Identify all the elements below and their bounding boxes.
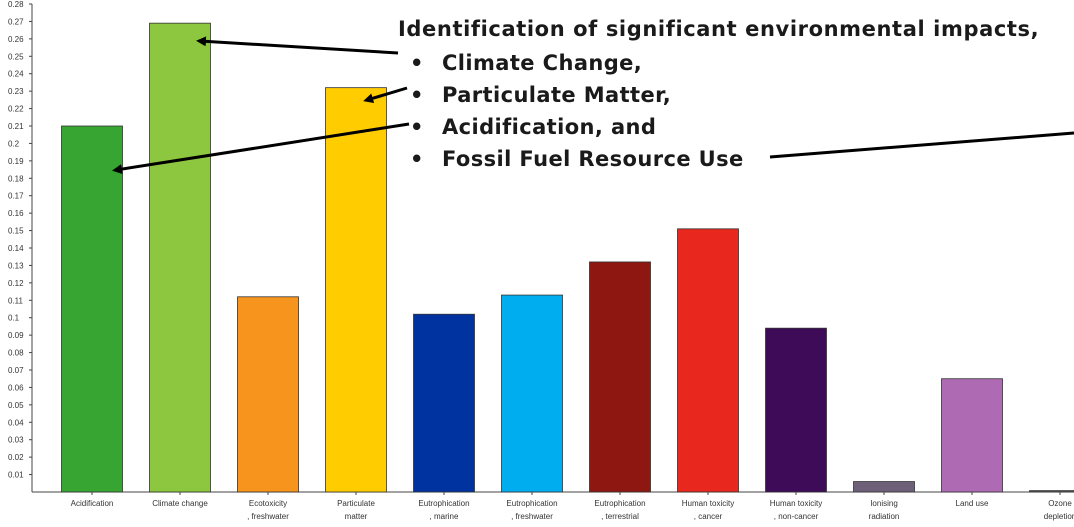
y-tick-label: 0.18 [8,174,24,183]
y-tick-label: 0.26 [8,35,24,44]
annotation-callout: Identification of significant environmen… [112,17,1074,175]
arrow-climate-change [196,36,399,55]
y-tick-label: 0.21 [8,122,24,131]
x-category-label: Acidification [71,499,114,508]
y-tick-label: 0.2 [8,139,20,148]
x-category-label: Ecotoxicity [249,499,287,508]
bar [853,481,915,493]
y-tick-label: 0.22 [8,105,24,114]
annotation-bullet: • [410,115,424,139]
y-tick-label: 0.06 [8,383,24,392]
x-category-label: matter [345,512,368,521]
x-category-label: Human toxicity [682,499,734,508]
arrow-acidification [112,122,410,175]
x-category-label: , marine [430,512,459,521]
y-tick-label: 0.11 [8,296,24,305]
bar [237,296,299,493]
x-category-label: Eutrophication [506,499,557,508]
x-category-label: , terrestrial [601,512,639,521]
y-tick-label: 0.24 [8,70,24,79]
y-tick-label: 0.23 [8,87,24,96]
bar [413,313,475,493]
annotation-bullet: • [410,51,424,75]
y-tick-label: 0.13 [8,261,24,270]
y-tick-label: 0.07 [8,366,24,375]
x-category-label: , non-cancer [774,512,819,521]
annotation-item-particulate-matter: Particulate Matter, [442,83,671,107]
y-tick-label: 0.03 [8,436,24,445]
x-category-label: Ozone [1048,499,1072,508]
annotation-item-acidification: Acidification, and [442,115,656,139]
y-tick-label: 0.05 [8,401,24,410]
x-category-label: Climate change [152,499,208,508]
y-tick-label: 0.27 [8,17,24,26]
x-category-label: Land use [956,499,989,508]
y-tick-label: 0.02 [8,453,24,462]
y-tick-label: 0.01 [8,471,24,480]
bar [501,294,563,493]
bar [765,327,827,493]
annotation-bullet: • [410,147,424,171]
y-tick-label: 0.08 [8,349,24,358]
annotation-item-fossil-fuel: Fossil Fuel Resource Use [442,147,744,171]
x-category-label: Particulate [337,499,375,508]
line-fossil-fuel [769,131,1074,159]
bar [61,125,123,493]
y-tick-label: 0.28 [8,0,24,9]
y-axis-ticks: 0.01 0.02 0.03 0.04 0.05 0.06 0.07 0.08 0.09 0.1 0… [8,0,32,480]
y-tick-label: 0.19 [8,157,24,166]
bar [149,22,211,493]
y-tick-label: 0.1 [8,314,20,323]
arrow-particulate-matter [363,86,408,104]
x-axis-labels: Acidification Climate change Ecotoxicity , … [71,492,1074,521]
y-tick-label: 0.14 [8,244,24,253]
annotation-bullet: • [410,83,424,107]
x-category-label: Eutrophication [594,499,645,508]
x-category-label: depletion [1044,512,1074,521]
bar [589,261,651,493]
bar-series [61,22,1074,493]
y-tick-label: 0.04 [8,418,24,427]
annotation-item-climate-change: Climate Change, [442,51,642,75]
bar [1029,490,1074,493]
y-tick-label: 0.17 [8,192,24,201]
x-category-label: radiation [869,512,900,521]
x-category-label: , freshwater [247,512,289,521]
bar [325,87,387,493]
bar [677,228,739,493]
x-category-label: , freshwater [511,512,553,521]
x-category-label: , cancer [694,512,723,521]
y-tick-label: 0.15 [8,227,24,236]
x-category-label: Ionising [870,499,898,508]
y-tick-label: 0.09 [8,331,24,340]
bar [941,378,1003,493]
y-tick-label: 0.12 [8,279,24,288]
x-category-label: Eutrophication [418,499,469,508]
y-tick-label: 0.16 [8,209,24,218]
x-category-label: Human toxicity [770,499,822,508]
annotation-title: Identification of significant environmen… [398,17,1039,41]
y-tick-label: 0.25 [8,52,24,61]
